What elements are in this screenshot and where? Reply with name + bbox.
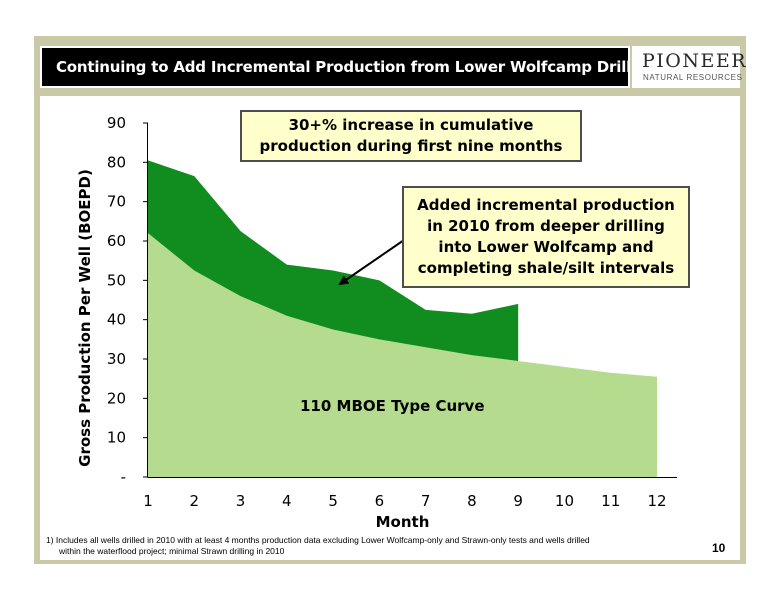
- x-axis-title: Month: [376, 513, 430, 531]
- y-tick-label: 30: [107, 350, 126, 368]
- y-tick-label: 10: [107, 429, 126, 447]
- x-tick-label: 4: [282, 492, 292, 510]
- x-tick-label: 7: [421, 492, 431, 510]
- y-tick-label: 90: [107, 114, 126, 132]
- x-tick-label: 2: [189, 492, 199, 510]
- x-tick-label: 5: [328, 492, 338, 510]
- title-bar: Continuing to Add Incremental Production…: [40, 46, 663, 88]
- cumulative-increase-callout: 30+% increase in cumulative production d…: [240, 110, 582, 162]
- callout-top-line-2: production during first nine months: [259, 137, 563, 155]
- x-tick-label: 8: [467, 492, 477, 510]
- incremental-production-callout: Added incremental production in 2010 fro…: [402, 186, 690, 288]
- footnote: 1) Includes all wells drilled in 2010 wi…: [46, 535, 706, 557]
- y-tick-label: -: [121, 468, 126, 486]
- y-axis-title: Gross Production Per Well (BOEPD): [76, 169, 94, 467]
- x-tick-label: 10: [555, 492, 574, 510]
- type-curve-area: [148, 233, 657, 477]
- callout-right-line-3: into Lower Wolfcamp and: [438, 238, 654, 256]
- footnote-line-2: within the waterflood project; minimal S…: [59, 546, 285, 556]
- y-tick-label: 20: [107, 389, 126, 407]
- y-tick-label: 40: [107, 311, 126, 329]
- type-curve-label: 110 MBOE Type Curve: [300, 397, 485, 415]
- footnote-line-1: 1) Includes all wells drilled in 2010 wi…: [46, 535, 590, 545]
- callout-top-line-1: 30+% increase in cumulative: [288, 116, 534, 134]
- x-tick-label: 9: [513, 492, 523, 510]
- x-tick-label: 3: [236, 492, 246, 510]
- x-tick-label: 12: [647, 492, 666, 510]
- x-tick-label: 11: [601, 492, 620, 510]
- logo-subtitle: NATURAL RESOURCES: [643, 73, 743, 82]
- page-number: 10: [712, 541, 726, 555]
- y-tick-label: 50: [107, 271, 126, 289]
- callout-right-line-1: Added incremental production: [417, 196, 675, 214]
- logo-name: PIONEER: [642, 50, 748, 72]
- x-tick-label: 1: [143, 492, 153, 510]
- y-tick-label: 60: [107, 232, 126, 250]
- y-tick-label: 70: [107, 193, 126, 211]
- y-tick-label: 80: [107, 153, 126, 171]
- callout-right-line-2: in 2010 from deeper drilling: [427, 217, 665, 235]
- x-tick-label: 6: [375, 492, 385, 510]
- callout-right-line-4: completing shale/silt intervals: [417, 259, 675, 277]
- callout-arrow: [338, 239, 405, 286]
- pioneer-logo: PIONEER NATURAL RESOURCES: [632, 46, 746, 88]
